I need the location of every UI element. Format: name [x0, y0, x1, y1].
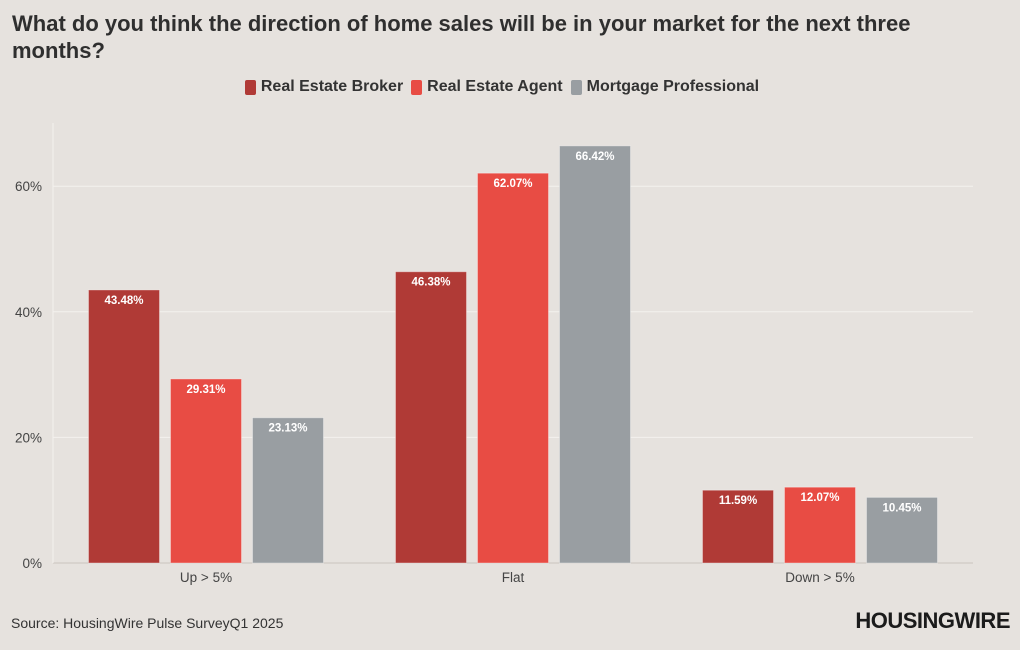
y-tick-label: 40%: [15, 305, 42, 320]
bar: [784, 486, 856, 564]
legend-item-broker: Real Estate Broker: [244, 78, 404, 96]
bar-value-label: 62.07%: [493, 178, 532, 190]
y-tick-label: 60%: [15, 179, 42, 194]
x-tick-label: Down > 5%: [785, 570, 854, 585]
bar-value-label: 11.59%: [719, 495, 757, 507]
legend: Real Estate Broker Real Estate Agent Mor…: [0, 78, 1004, 96]
bar: [866, 496, 938, 564]
legend-label-mortgage: Mortgage Professional: [586, 78, 760, 95]
bar: [88, 289, 160, 564]
legend-item-mortgage: Mortgage Professional: [570, 78, 760, 96]
bar-chart: 0% 20% 40% 60% 43.48% 29.31% 23.13% Up > 5% 46.3…: [15, 123, 973, 585]
bar-value-label: 43.48%: [104, 295, 143, 307]
legend-swatch-agent: [411, 79, 423, 95]
bar-value-label: 29.31%: [186, 384, 225, 396]
x-tick-label: Up > 5%: [180, 570, 232, 585]
y-tick-label: 0%: [22, 556, 42, 571]
x-tick-label: Flat: [502, 570, 525, 585]
legend-label-agent: Real Estate Agent: [427, 78, 563, 95]
legend-swatch-mortgage: [570, 79, 582, 95]
legend-label-broker: Real Estate Broker: [260, 78, 404, 95]
legend-swatch-broker: [244, 79, 256, 95]
bar-value-label: 12.07%: [800, 492, 839, 504]
bar: [170, 378, 242, 564]
chart-title: What do you think the direction of home …: [12, 11, 911, 63]
bar: [702, 489, 774, 564]
bar: [252, 417, 324, 564]
y-tick-label: 20%: [15, 430, 42, 445]
source-note: Source: HousingWire Pulse SurveyQ1 2025: [11, 615, 284, 631]
brand-logo: HOUSINGWIRE: [855, 608, 1010, 633]
bar-value-label: 46.38%: [411, 277, 450, 289]
bar-value-label: 10.45%: [882, 502, 921, 514]
legend-item-agent: Real Estate Agent: [411, 78, 563, 96]
bar: [477, 172, 549, 564]
bar: [559, 145, 631, 564]
bar: [395, 271, 467, 564]
bar-value-label: 23.13%: [268, 423, 307, 435]
bar-value-label: 66.42%: [575, 151, 614, 163]
